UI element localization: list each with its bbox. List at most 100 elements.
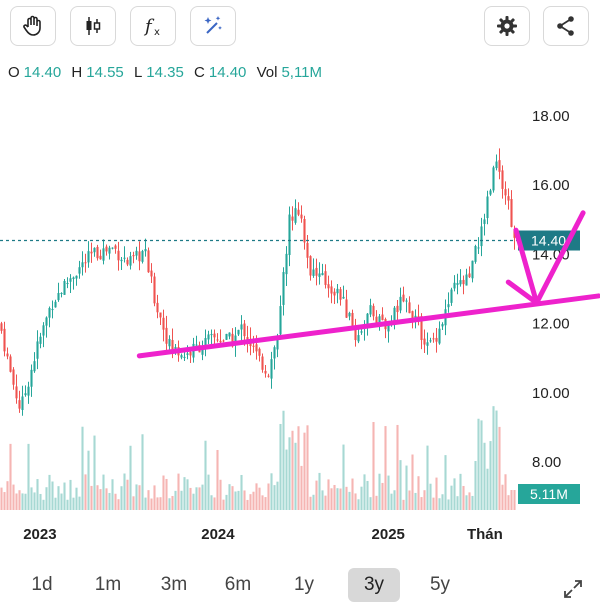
expand-icon[interactable]	[562, 578, 584, 605]
candlestick-icon[interactable]	[70, 6, 116, 46]
volume-bar	[36, 479, 39, 510]
volume-bar	[126, 479, 129, 510]
range-button-1y[interactable]: 1y	[293, 574, 315, 595]
volume-bar	[96, 485, 99, 510]
volume-bar	[282, 410, 285, 510]
arrow-right-arm[interactable]	[534, 210, 586, 306]
volume-bar	[219, 479, 222, 510]
candle-body	[354, 327, 357, 341]
volume-bar	[510, 490, 513, 510]
candle-body	[375, 316, 378, 324]
volume-bar	[48, 474, 51, 510]
candle-body	[243, 323, 246, 337]
candle-body	[21, 396, 24, 410]
candle-body	[78, 267, 81, 274]
volume-bar	[321, 490, 324, 510]
volume-bar	[315, 480, 318, 510]
candle-body	[237, 329, 240, 335]
volume-bar	[90, 485, 93, 510]
candle-body	[426, 342, 429, 346]
magic-wand-icon[interactable]	[190, 6, 236, 46]
range-button-5y[interactable]: 5y	[429, 574, 451, 595]
candle-body	[438, 328, 441, 344]
range-button-1m[interactable]: 1m	[94, 574, 122, 595]
volume-bar	[60, 493, 63, 510]
volume-bar	[171, 495, 174, 510]
range-button-3m[interactable]: 3m	[160, 574, 188, 595]
volume-bar	[306, 425, 309, 510]
volume-bar	[366, 480, 369, 510]
candle-body	[66, 283, 69, 285]
y-tick-label: 12.00	[532, 316, 570, 333]
volume-bar	[357, 499, 360, 510]
candle-body	[156, 302, 159, 313]
candle-body	[276, 335, 279, 350]
candle-body	[93, 247, 96, 253]
volume-bar	[390, 493, 393, 510]
volume-bar	[261, 495, 264, 510]
volume-bar	[312, 494, 315, 510]
candles	[0, 148, 516, 416]
volume-bar	[399, 460, 402, 510]
volume-bar	[237, 490, 240, 510]
volume-bar	[285, 449, 288, 510]
volume-bar	[246, 499, 249, 510]
volume-bar	[15, 493, 18, 510]
volume-bar	[342, 444, 345, 510]
candle-body	[9, 356, 12, 372]
volume-bar	[57, 486, 60, 510]
volume-bar	[417, 476, 420, 510]
volume-bar	[297, 426, 300, 510]
candle-body	[393, 307, 396, 321]
arrow-bottom-arm[interactable]	[505, 279, 540, 306]
candle-body	[120, 259, 123, 262]
volume-bar	[78, 496, 81, 510]
volume-bar	[267, 483, 270, 510]
volume-bar	[273, 485, 276, 510]
arrow-left-arm[interactable]	[513, 227, 540, 306]
volume-bar	[249, 494, 252, 510]
volume-bars	[0, 406, 516, 510]
volume-bar	[66, 499, 69, 510]
volume-bar	[375, 495, 378, 510]
volume-bar	[114, 493, 117, 510]
candle-body	[270, 359, 273, 379]
volume-bar	[465, 495, 468, 510]
candle-body	[345, 299, 348, 318]
volume-bar	[81, 426, 84, 510]
candle-body	[102, 248, 105, 261]
user-drawings[interactable]	[136, 210, 600, 359]
candle-body	[87, 251, 90, 263]
range-button-1d[interactable]: 1d	[31, 574, 53, 595]
close-label: C	[194, 64, 205, 81]
range-button-6m[interactable]: 6m	[224, 574, 252, 595]
candle-body	[333, 291, 336, 296]
candle-body	[504, 189, 507, 196]
volume-bar	[207, 474, 210, 510]
gear-icon[interactable]	[484, 6, 530, 46]
volume-bar	[459, 473, 462, 510]
volume-bar	[240, 474, 243, 510]
volume-bar	[339, 488, 342, 510]
trendline-drawing[interactable]	[136, 293, 600, 359]
candle-body	[6, 353, 9, 357]
volume-bar	[441, 494, 444, 510]
volume-bar	[252, 491, 255, 510]
ohlc-readout: O 14.40 H 14.55 L 14.35 C 14.40 Vol 5,11M	[8, 64, 328, 81]
volume-badge-label: 5.11M	[530, 486, 568, 502]
volume-bar	[486, 468, 489, 510]
share-icon[interactable]	[543, 6, 589, 46]
volume-bar	[327, 479, 330, 510]
candle-body	[294, 208, 297, 223]
candle-body	[402, 294, 405, 302]
hand-icon[interactable]	[10, 6, 56, 46]
volume-bar	[129, 445, 132, 510]
volume-bar	[195, 487, 198, 510]
range-button-3y[interactable]: 3y	[348, 568, 400, 602]
candle-body	[114, 245, 117, 249]
candle-body	[195, 344, 198, 346]
volume-bar	[438, 498, 441, 510]
volume-bar	[51, 481, 54, 510]
